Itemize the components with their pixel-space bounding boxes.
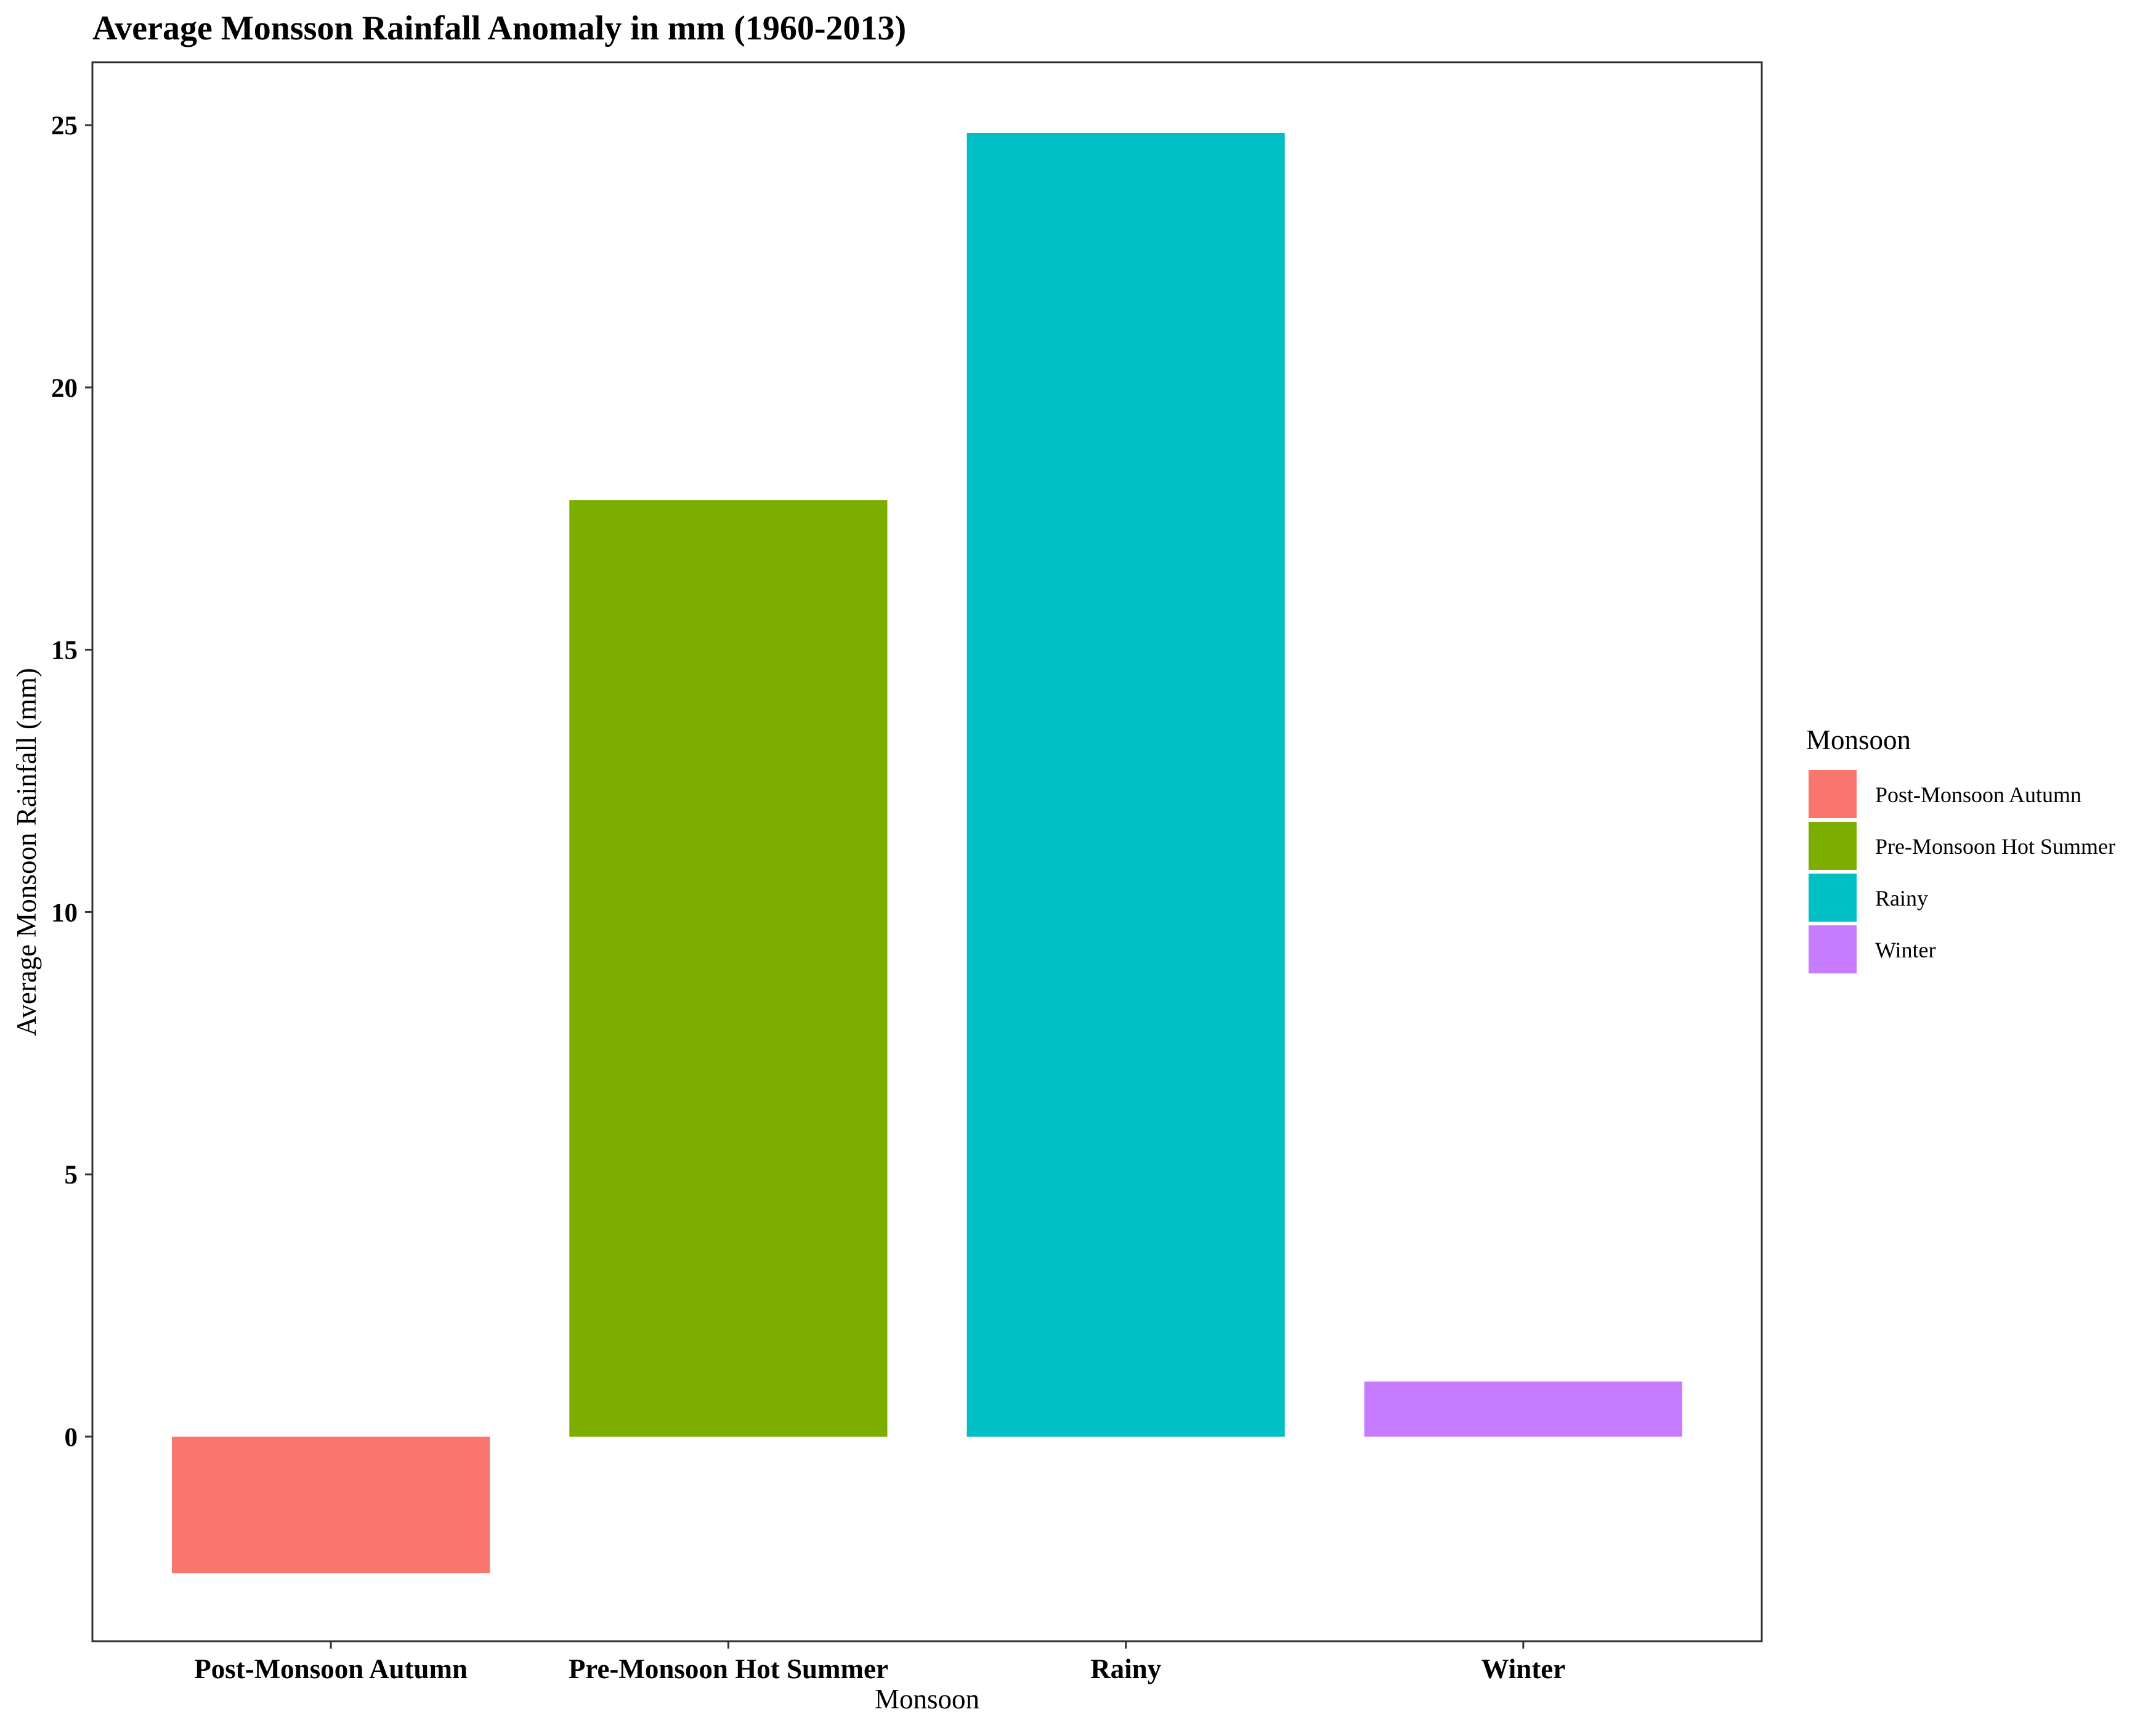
plot-panel-border — [91, 61, 1763, 1642]
legend-key-pre-monsoon-hot-summer — [1809, 822, 1857, 870]
y-tick-label: 10 — [51, 898, 78, 927]
x-axis-title: Monsoon — [875, 1684, 979, 1715]
legend-key-winter — [1809, 925, 1857, 973]
bar-winter — [1364, 1381, 1682, 1437]
x-tick-label: Pre-Monsoon Hot Summer — [569, 1654, 888, 1684]
legend: Monsoon Post-Monsoon Autumn Pre-Monsoon H… — [1806, 724, 2115, 973]
chart-title: Average Monsson Rainfall Anomaly in mm (… — [92, 9, 906, 47]
y-tick-label: 0 — [65, 1423, 78, 1452]
bar-post-monsoon-autumn — [172, 1436, 490, 1573]
legend-key-post-monsoon-autumn — [1809, 770, 1857, 818]
y-axis-title: Average Monsoon Rainfall (mm) — [11, 668, 42, 1036]
x-tick-label: Post-Monsoon Autumn — [194, 1654, 468, 1684]
legend-label: Post-Monsoon Autumn — [1875, 782, 2081, 807]
legend-label: Winter — [1875, 938, 1936, 962]
x-tick-label: Winter — [1481, 1654, 1566, 1684]
legend-key-rainy — [1809, 874, 1857, 922]
y-tick-label: 20 — [51, 374, 78, 403]
legend-title: Monsoon — [1806, 724, 1911, 755]
bar-rainy — [967, 132, 1285, 1437]
legend-label: Rainy — [1875, 886, 1928, 911]
y-tick-label: 25 — [51, 112, 78, 140]
legend-label: Pre-Monsoon Hot Summer — [1875, 834, 2115, 859]
y-tick-label: 5 — [65, 1161, 78, 1190]
y-tick-label: 15 — [51, 636, 78, 665]
x-tick-label: Rainy — [1090, 1654, 1162, 1684]
bar-pre-monsoon-hot-summer — [569, 500, 888, 1437]
